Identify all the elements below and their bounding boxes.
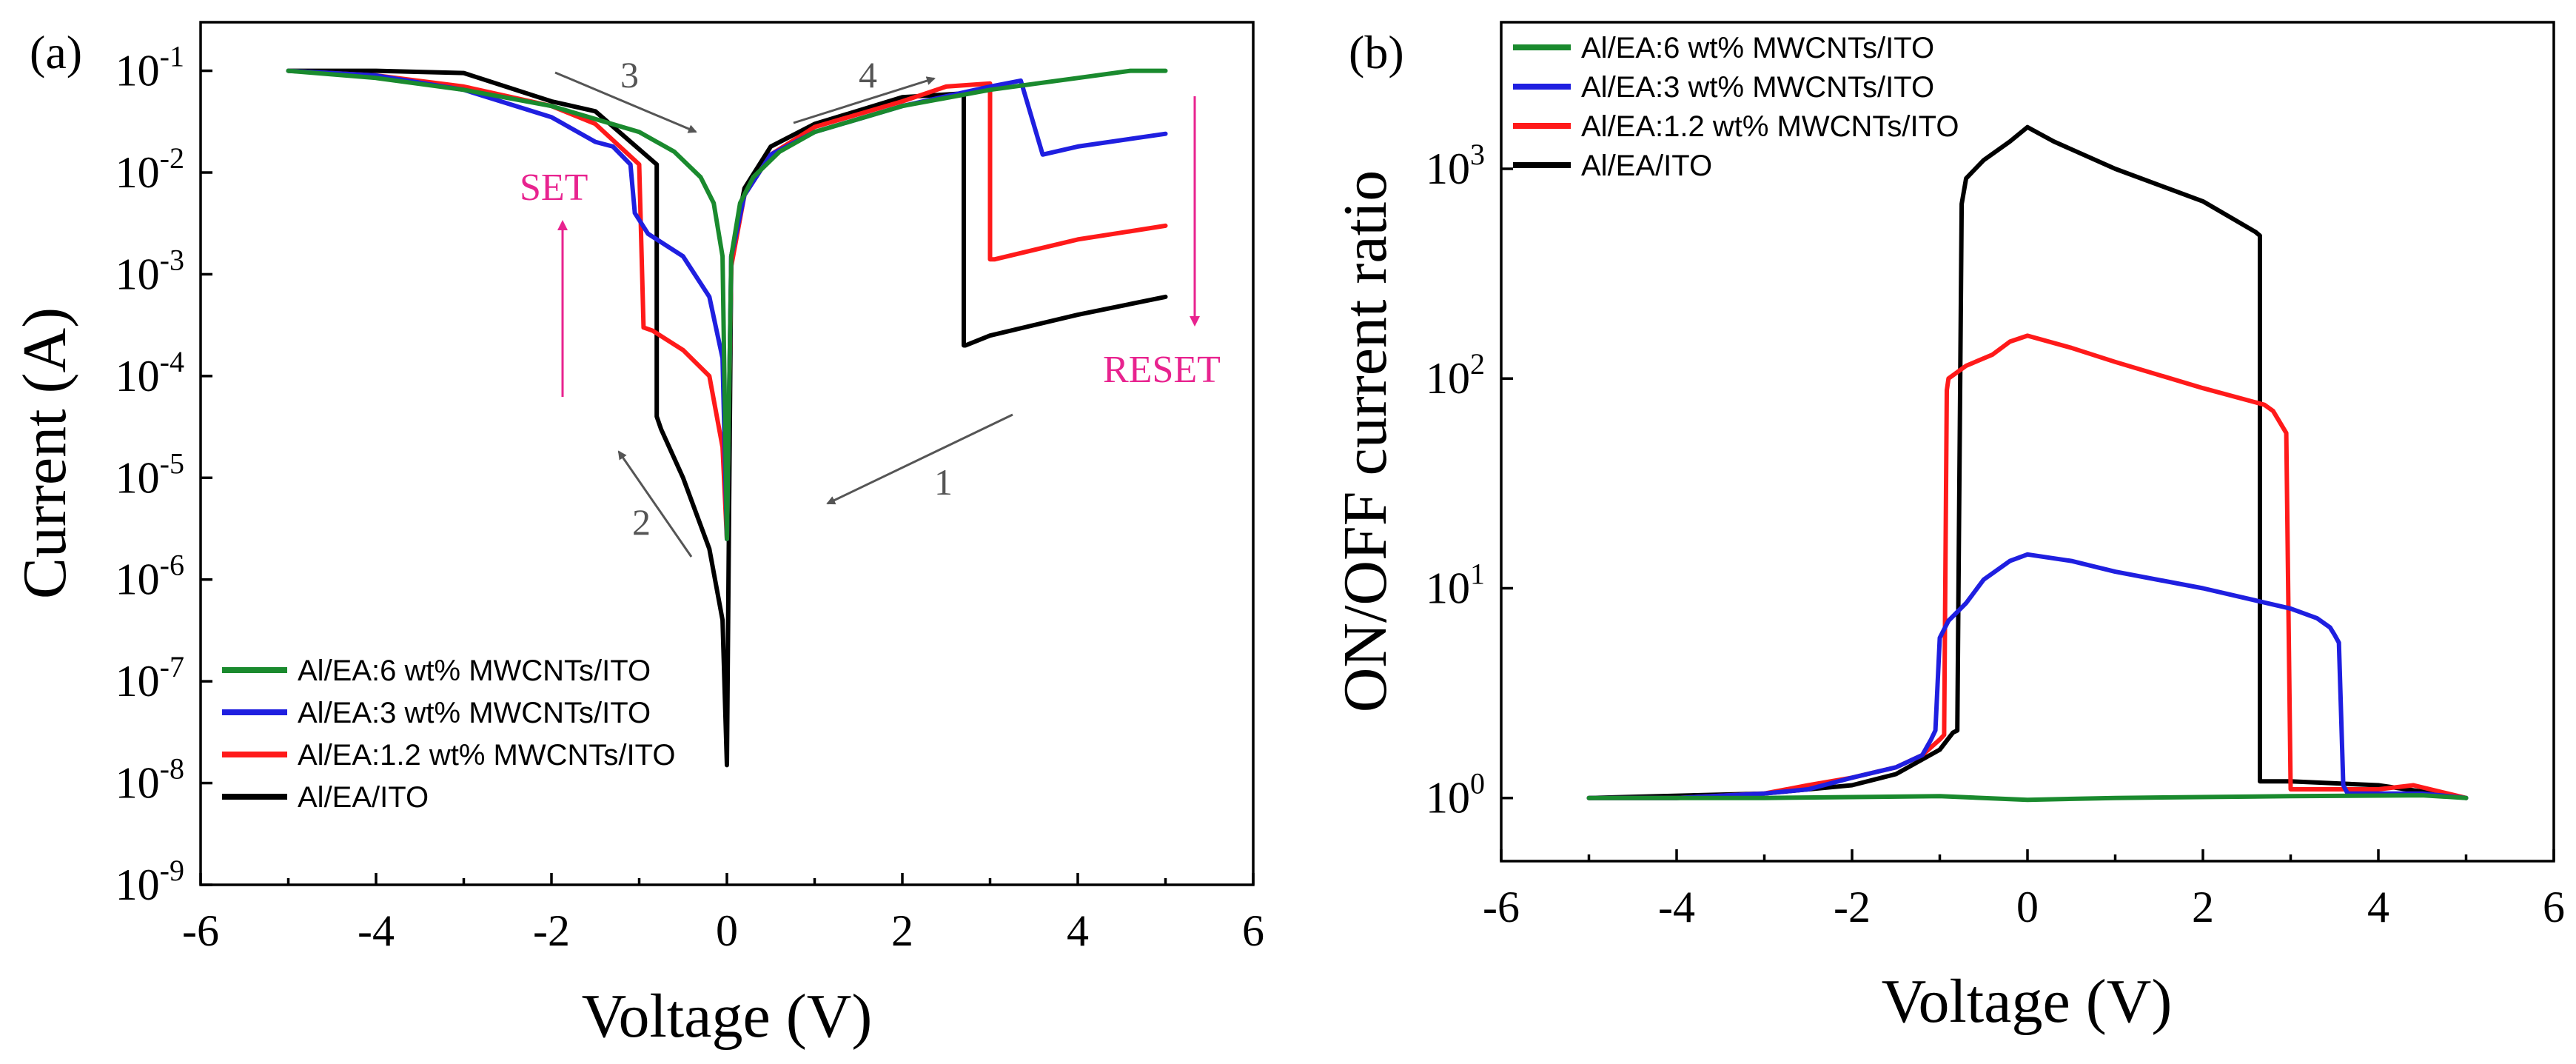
y-tick-label: 100 [1426, 767, 1485, 823]
y-tick-label: 10-3 [115, 243, 184, 298]
series-line-green [286, 68, 1168, 541]
x-tick-label: 6 [2543, 883, 2565, 931]
y-tick-label: 10-5 [115, 446, 184, 502]
legend-label: Al/EA:1.2 wt% MWCNTs/ITO [298, 739, 675, 772]
ticks-a: -6 -4 -2 0 2 4 6 10-9 10-8 10-7 10-6 10-5 10-4 10-3 10… [115, 40, 1264, 955]
legend-b: Al/EA:6 wt% MWCNTs/ITO Al/EA:3 wt% MWCNTs… [1513, 32, 1959, 182]
x-tick-label: -6 [182, 906, 219, 955]
chart-a: (a) -6 -4 -2 0 2 4 6 10-9 10-8 10-7 10-6 10-5 10-4 10… [10, 21, 1264, 1051]
chart-b: (b) -6 -4 -2 0 2 4 6 100 101 102 103 Voltage (V) O… [1331, 21, 2565, 1036]
y-tick-label: 10-8 [115, 752, 184, 808]
y-tick-label: 10-6 [115, 549, 184, 604]
set-label: SET [520, 167, 588, 209]
y-tick-label: 102 [1426, 347, 1485, 403]
legend-label: Al/EA/ITO [1581, 150, 1712, 182]
x-tick-label: -4 [1658, 883, 1695, 931]
y-tick-label: 10-7 [115, 650, 184, 706]
y-tick-label: 10-1 [115, 40, 184, 96]
sweep-arrow-3 [554, 71, 697, 133]
legend-label: Al/EA:6 wt% MWCNTs/ITO [1581, 32, 1934, 64]
x-axis-title-a: Voltage (V) [582, 982, 873, 1051]
sweep-label-2: 2 [632, 501, 651, 543]
series-line-green [1586, 793, 2469, 803]
y-tick-label: 103 [1426, 138, 1485, 193]
x-tick-label: 0 [716, 906, 738, 955]
y-axis-title-b: ON/OFF current ratio [1331, 170, 1400, 713]
x-tick-label: 2 [2192, 883, 2214, 931]
plot-frame-b [1500, 21, 2555, 863]
panel-label-b: (b) [1349, 26, 1404, 78]
y-axis-title-a: Current (A) [10, 307, 79, 599]
sweep-arrow-1 [826, 413, 1013, 505]
sweep-label-3: 3 [620, 54, 639, 96]
legend-a: Al/EA:6 wt% MWCNTs/ITO Al/EA:3 wt% MWCNTs… [222, 655, 675, 814]
x-tick-label: 2 [891, 906, 913, 955]
x-tick-label: 4 [2367, 883, 2389, 931]
y-tick-label: 10-2 [115, 141, 184, 197]
x-axis-title-b: Voltage (V) [1882, 967, 2173, 1036]
sweep-arrow-4 [793, 76, 936, 124]
legend-label: Al/EA:1.2 wt% MWCNTs/ITO [1581, 110, 1959, 143]
sweep-label-1: 1 [934, 461, 953, 503]
series-group-a [286, 68, 1168, 768]
legend-label: Al/EA:3 wt% MWCNTs/ITO [298, 697, 651, 729]
series-line-black [286, 68, 1168, 768]
series-line-blue [1586, 552, 2469, 800]
series-line-red [1586, 333, 2469, 800]
legend-label: Al/EA:3 wt% MWCNTs/ITO [1581, 71, 1934, 104]
reset-label: RESET [1103, 349, 1221, 391]
ticks-b: -6 -4 -2 0 2 4 6 100 101 102 103 [1426, 138, 2565, 931]
sweep-label-4: 4 [859, 54, 877, 96]
panel-label-a: (a) [30, 26, 82, 78]
x-tick-label: -2 [1834, 883, 1871, 931]
legend-label: Al/EA:6 wt% MWCNTs/ITO [298, 655, 651, 687]
series-line-black [1586, 124, 2469, 800]
series-group-b [1586, 124, 2469, 803]
x-tick-label: -2 [533, 906, 570, 955]
legend-label: Al/EA/ITO [298, 781, 429, 814]
sweep-arrow-2 [617, 450, 693, 558]
x-tick-label: 0 [2016, 883, 2039, 931]
x-tick-label: -6 [1483, 883, 1520, 931]
y-tick-label: 101 [1426, 557, 1485, 612]
x-tick-label: 4 [1067, 906, 1089, 955]
x-tick-label: 6 [1242, 906, 1264, 955]
y-tick-label: 10-9 [115, 854, 184, 909]
x-tick-label: -4 [358, 906, 395, 955]
y-tick-label: 10-4 [115, 345, 184, 401]
